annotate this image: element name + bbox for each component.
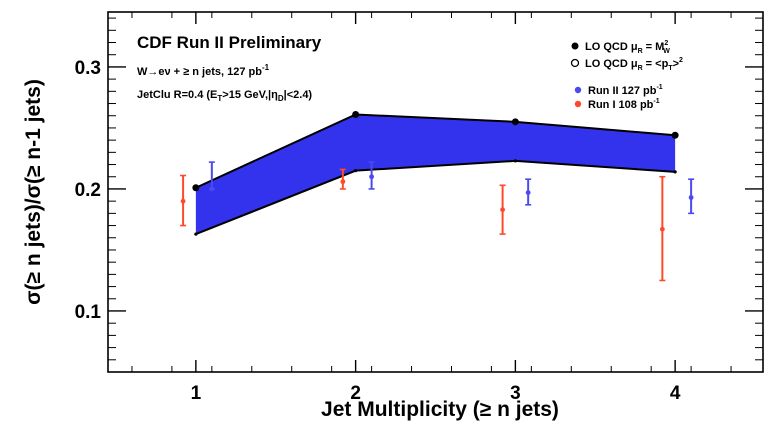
series-line-1 <box>195 159 676 236</box>
annotation-line2-subT: T <box>217 94 222 103</box>
legend-entry-lo-qcd-pt-tail: > <box>673 58 679 70</box>
legend-marker-run1 <box>574 100 582 108</box>
x-tick-label-3: 4 <box>670 383 681 404</box>
series-0-point-0 <box>192 184 200 192</box>
legend-entry-lo-qcd-mw-subw: W <box>663 48 670 55</box>
annotation-line2-c: |<2.4) <box>284 89 313 101</box>
series-1-point-1 <box>354 169 358 173</box>
errorbar-layer <box>180 161 695 282</box>
series-0-point-2 <box>511 118 519 126</box>
y-tick-label-2: 0.3 <box>75 58 101 79</box>
theory-band <box>195 114 676 235</box>
legend-marker-lo-qcd-pt <box>570 58 580 68</box>
legend-entry-run1: Run I 108 pb-1 <box>588 98 660 111</box>
legend-entry-lo-qcd-mw-eq: = M <box>643 41 665 53</box>
series-1-point-0 <box>194 232 198 236</box>
errorbar-point-1-0 <box>180 198 186 204</box>
legend-entry-lo-qcd-pt-text: LO QCD μ <box>585 58 638 70</box>
series-0-point-1 <box>352 111 360 119</box>
errorbar-point-0-3 <box>688 195 694 200</box>
series-1-point-3 <box>673 170 677 174</box>
annotation-line1-text: W→eν + ≥ n jets, 127 pb <box>137 66 262 78</box>
ticks-layer: 1 2 3 4 0.1 0.2 0.3 <box>75 12 763 404</box>
plot-frame <box>107 11 764 373</box>
series-line-0 <box>195 113 676 189</box>
errorbar-point-0-2 <box>525 190 531 196</box>
legend-marker-run2 <box>574 86 582 94</box>
x-tick-label-2: 3 <box>510 383 521 404</box>
legend-entry-run2-text: Run II 127 pb <box>588 85 657 97</box>
legend-entry-lo-qcd-pt-subt: T <box>668 65 673 72</box>
legend-entry-run2-sup: -1 <box>656 84 662 91</box>
legend-marker-lo-qcd-mw <box>571 42 579 50</box>
annotation-line2: JetClu R=0.4 (ET>15 GeV,|ηD|<2.4) <box>137 89 312 103</box>
annotation-line1: W→eν + ≥ n jets, 127 pb-1 <box>137 63 270 78</box>
y-tick-label-1: 0.2 <box>75 180 101 201</box>
legend-entry-lo-qcd-pt-sup: 2 <box>679 57 683 64</box>
annotation-line2-subD: D <box>278 94 284 103</box>
x-tick-label-0: 1 <box>191 383 202 404</box>
annotation-line2-a: JetClu R=0.4 (E <box>137 89 217 101</box>
legend-entry-lo-qcd-mw-text: LO QCD μ <box>585 41 638 53</box>
legend-entry-lo-qcd-pt: LO QCD μR = <pT>2 <box>585 57 683 72</box>
legend-entry-lo-qcd-mw-sup: 2 <box>664 40 668 47</box>
series-1-point-2 <box>513 159 517 163</box>
legend-entry-run1-text: Run I 108 pb <box>588 99 654 111</box>
errorbar-point-1-3 <box>659 226 665 232</box>
legend-entry-lo-qcd-mw-sub: R <box>638 48 643 55</box>
annotation-title: CDF Run II Preliminary <box>137 33 322 52</box>
legend: LO QCD μR = M2 W LO QCD μR = <pT>2 Run II… <box>570 40 683 111</box>
lines-layer <box>192 111 679 236</box>
annotation-line2-b: >15 GeV,|η <box>222 89 278 101</box>
errorbar-point-1-1 <box>340 179 346 185</box>
y-tick-label-0: 0.1 <box>75 302 102 323</box>
legend-entry-run1-sup: -1 <box>653 98 659 105</box>
errorbar-point-1-2 <box>500 207 505 213</box>
legend-entry-lo-qcd-pt-eq: = <p <box>643 58 669 70</box>
y-axis-title: σ(≥ n jets)/σ(≥ n-1 jets) <box>22 79 45 305</box>
band-layer <box>195 114 676 235</box>
legend-entry-lo-qcd-mw: LO QCD μR = M2 W <box>585 40 670 55</box>
series-0-point-3 <box>671 131 679 139</box>
x-axis-title: Jet Multiplicity (≥ n jets) <box>321 398 559 421</box>
errorbar-point-0-1 <box>369 174 374 180</box>
errorbar-point-0-0 <box>209 186 215 192</box>
legend-entry-lo-qcd-pt-sub: R <box>638 65 643 72</box>
x-tick-label-1: 2 <box>350 383 361 404</box>
legend-entry-run2: Run II 127 pb-1 <box>588 84 663 97</box>
annotation-line1-sup: -1 <box>262 63 270 72</box>
